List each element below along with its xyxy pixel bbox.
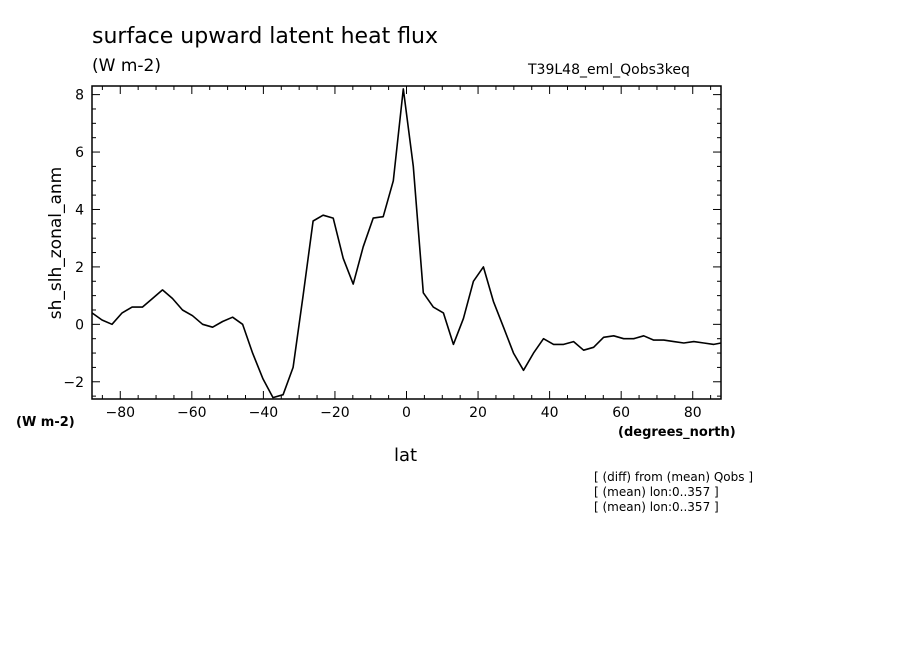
y-tick-label: 2 (75, 260, 84, 276)
x-tick-label: −40 (249, 405, 279, 421)
series-line (91, 88, 722, 399)
y-tick-label: 6 (75, 145, 84, 161)
y-tick-label: −2 (63, 375, 84, 391)
note-line: [ (mean) lon:0..357 ] (594, 485, 719, 499)
plot-frame (91, 85, 722, 400)
run-label: T39L48_eml_Qobs3keq (528, 62, 690, 78)
x-tick-label: −80 (105, 405, 135, 421)
y-tick-label: 0 (75, 317, 84, 333)
x-tick-label: −60 (177, 405, 207, 421)
axis-ticks (92, 86, 721, 399)
x-tick-label: 40 (541, 405, 559, 421)
y-axis-units: (W m-2) (16, 415, 75, 430)
y-tick-label: 4 (75, 202, 84, 218)
x-tick-label: 80 (684, 405, 702, 421)
y-tick-label: 8 (75, 88, 84, 104)
x-tick-label: 20 (469, 405, 487, 421)
chart-units: (W m-2) (92, 56, 161, 76)
x-tick-label: −20 (320, 405, 350, 421)
x-tick-label: 60 (612, 405, 630, 421)
note-line: [ (mean) lon:0..357 ] (594, 500, 719, 514)
x-axis-label: lat (394, 445, 418, 466)
x-tick-label: 0 (402, 405, 411, 421)
x-axis-units: (degrees_north) (618, 425, 736, 440)
note-line: [ (diff) from (mean) Qobs ] (594, 470, 753, 484)
chart-title: surface upward latent heat flux (92, 24, 439, 49)
processing-notes: [ (diff) from (mean) Qobs ] [ (mean) lon… (594, 470, 753, 515)
